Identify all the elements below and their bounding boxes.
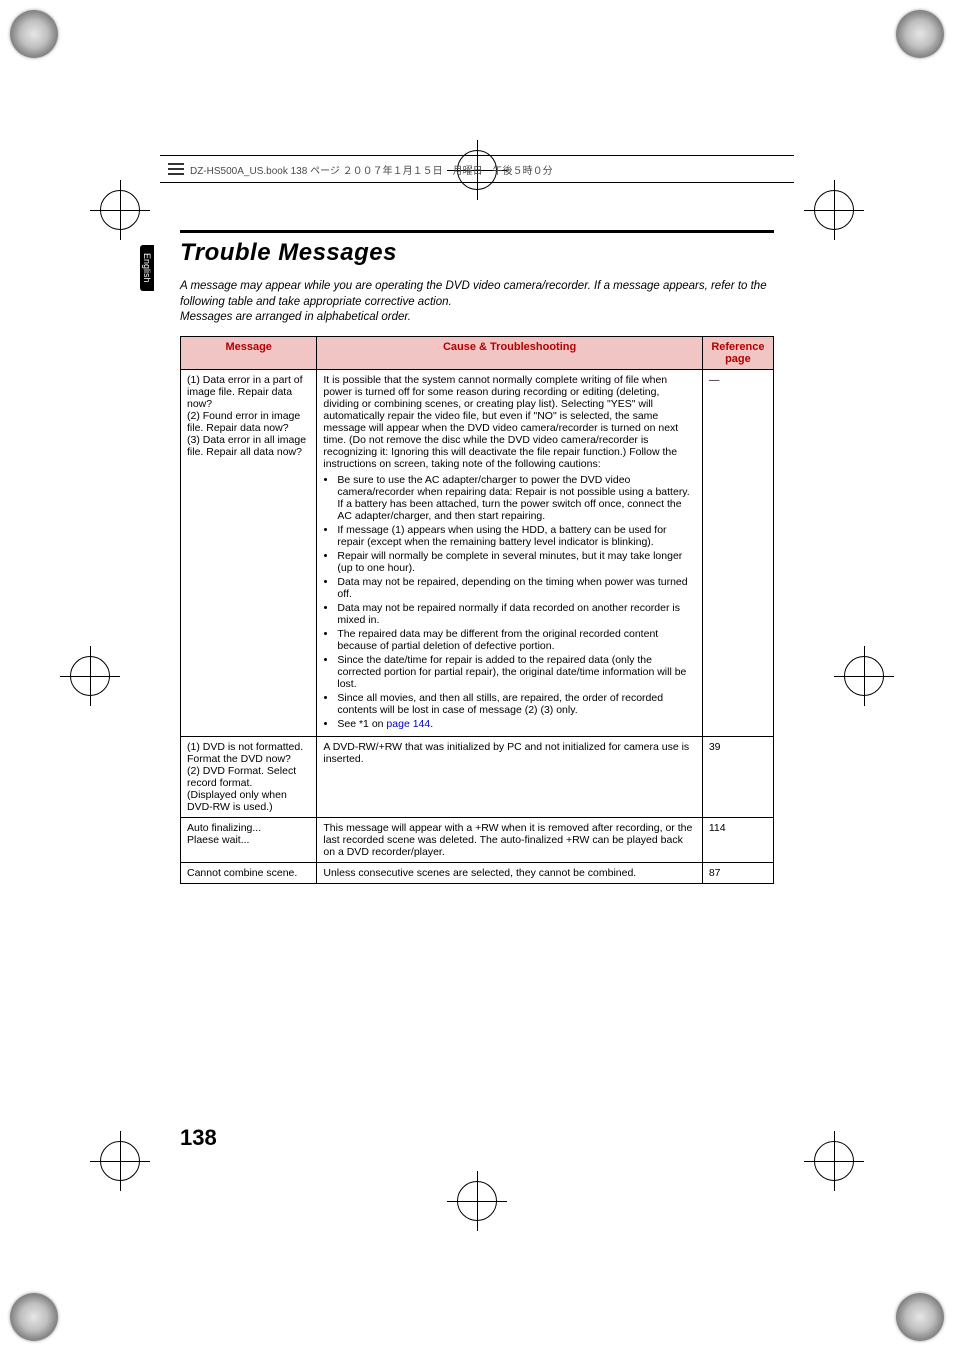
cell-reference: 39 xyxy=(702,736,773,817)
col-header-cause: Cause & Troubleshooting xyxy=(317,336,702,369)
see-note-text: See *1 on xyxy=(337,718,386,730)
cell-message: Cannot combine scene. xyxy=(181,862,317,883)
caution-item: Since the date/time for repair is added … xyxy=(337,654,695,690)
book-icon xyxy=(168,163,184,175)
file-info-text: DZ-HS500A_US.book 138 ページ ２００７年１月１５日 月曜日… xyxy=(190,162,553,177)
see-after-text: . xyxy=(430,718,433,730)
caution-item: If message (1) appears when using the HD… xyxy=(337,524,695,548)
trouble-table: Message Cause & Troubleshooting Referenc… xyxy=(180,336,774,884)
registration-mark-bl xyxy=(90,1131,150,1191)
cell-cause: A DVD-RW/+RW that was initialized by PC … xyxy=(317,736,702,817)
cell-reference: 87 xyxy=(702,862,773,883)
col-header-message: Message xyxy=(181,336,317,369)
print-target-top-left xyxy=(10,10,58,58)
caution-item: Data may not be repaired normally if dat… xyxy=(337,602,695,626)
see-page-link[interactable]: page 144 xyxy=(386,718,430,730)
caution-item: Repair will normally be complete in seve… xyxy=(337,550,695,574)
registration-mark-tl xyxy=(90,180,150,240)
caution-item-see: See *1 on page 144. xyxy=(337,718,695,730)
page-root: DZ-HS500A_US.book 138 ページ ２００７年１月１５日 月曜日… xyxy=(0,0,954,1351)
cell-message: Auto finalizing... Plaese wait... xyxy=(181,817,317,862)
print-target-bottom-left xyxy=(10,1293,58,1341)
registration-mark-bottom xyxy=(447,1171,507,1231)
cell-message: (1) DVD is not formatted. Format the DVD… xyxy=(181,736,317,817)
col-header-reference: Reference page xyxy=(702,336,773,369)
table-row: Auto finalizing... Plaese wait... This m… xyxy=(181,817,774,862)
caution-item: Be sure to use the AC adapter/charger to… xyxy=(337,474,695,522)
intro-line-1: A message may appear while you are opera… xyxy=(180,280,767,308)
content-area: Trouble Messages A message may appear wh… xyxy=(180,230,774,884)
file-header-strip: DZ-HS500A_US.book 138 ページ ２００７年１月１５日 月曜日… xyxy=(160,155,794,183)
page-title: Trouble Messages xyxy=(180,239,774,267)
table-row: Cannot combine scene. Unless consecutive… xyxy=(181,862,774,883)
caution-item: Data may not be repaired, depending on t… xyxy=(337,576,695,600)
title-rule xyxy=(180,230,774,233)
registration-mark-right xyxy=(834,646,894,706)
cell-cause: Unless consecutive scenes are selected, … xyxy=(317,862,702,883)
cause-lead-text: It is possible that the system cannot no… xyxy=(323,374,678,470)
table-row: (1) DVD is not formatted. Format the DVD… xyxy=(181,736,774,817)
cell-cause: This message will appear with a +RW when… xyxy=(317,817,702,862)
cell-cause: It is possible that the system cannot no… xyxy=(317,369,702,736)
caution-item: The repaired data may be different from … xyxy=(337,628,695,652)
intro-line-2: Messages are arranged in alphabetical or… xyxy=(180,311,411,323)
registration-mark-tr xyxy=(804,180,864,240)
intro-block: A message may appear while you are opera… xyxy=(180,279,774,326)
cautions-list: Be sure to use the AC adapter/charger to… xyxy=(323,474,695,730)
registration-mark-left xyxy=(60,646,120,706)
language-tab: English xyxy=(140,245,154,291)
table-row: (1) Data error in a part of image file. … xyxy=(181,369,774,736)
print-target-bottom-right xyxy=(896,1293,944,1341)
page-number: 138 xyxy=(180,1125,217,1151)
language-tab-label: English xyxy=(142,253,152,283)
cell-reference: — xyxy=(702,369,773,736)
print-target-top-right xyxy=(896,10,944,58)
caution-item: Since all movies, and then all stills, a… xyxy=(337,692,695,716)
cell-reference: 114 xyxy=(702,817,773,862)
table-header-row: Message Cause & Troubleshooting Referenc… xyxy=(181,336,774,369)
cell-message: (1) Data error in a part of image file. … xyxy=(181,369,317,736)
registration-mark-br xyxy=(804,1131,864,1191)
